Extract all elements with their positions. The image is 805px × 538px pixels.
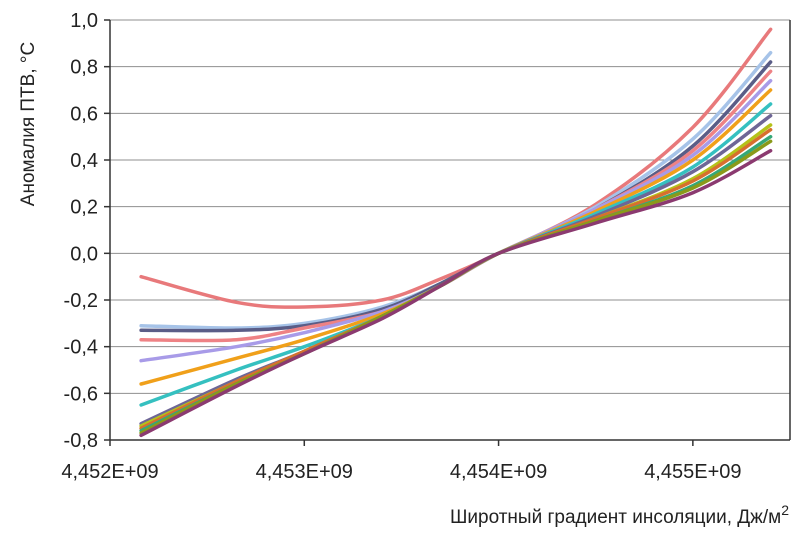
x-axis-title-superscript: 2 xyxy=(781,502,789,518)
y-tick-label-8: 0,8 xyxy=(70,57,98,79)
series-line-1 xyxy=(139,27,773,309)
x-tick-label-2: 4,454E+09 xyxy=(450,461,547,483)
y-tick-label-0: -0,8 xyxy=(64,430,98,452)
x-tick-label-3: 4,455E+09 xyxy=(644,461,741,483)
y-tick-label-7: 0,6 xyxy=(70,103,98,125)
axes xyxy=(104,19,791,446)
series-line-13 xyxy=(139,148,773,438)
series-group xyxy=(139,27,773,438)
y-tick-labels: -0,8 -0,6 -0,4 -0,2 0,0 0,2 0,4 0,6 0,8 1,0 xyxy=(64,10,98,452)
y-tick-label-9: 1,0 xyxy=(70,10,98,32)
y-tick-label-3: -0,2 xyxy=(64,290,98,312)
x-tick-label-0: 4,452E+09 xyxy=(61,461,158,483)
y-tick-label-2: -0,4 xyxy=(64,337,98,359)
x-axis-title-text: Широтный градиент инсоляции, Дж/м xyxy=(450,507,781,528)
y-tick-label-6: 0,4 xyxy=(70,150,98,172)
x-tick-label-1: 4,453E+09 xyxy=(256,461,353,483)
series-line-5 xyxy=(139,78,773,363)
y-tick-label-4: 0,0 xyxy=(70,243,98,265)
x-tick-labels: 4,452E+09 4,453E+09 4,454E+09 4,455E+09 xyxy=(61,461,741,483)
y-tick-label-1: -0,6 xyxy=(64,383,98,405)
y-tick-label-5: 0,2 xyxy=(70,197,98,219)
y-axis-title: Аномалия ПТВ, °С xyxy=(18,42,39,206)
x-axis-title: Широтный градиент инсоляции, Дж/м2 xyxy=(450,502,789,528)
gridlines xyxy=(110,19,790,394)
